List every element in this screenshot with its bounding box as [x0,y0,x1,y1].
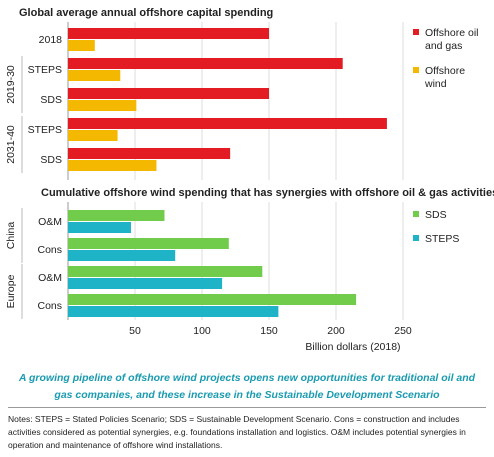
group-label: China [5,222,17,250]
bar-offshore-oil-and-gas [68,28,269,39]
bar-steps [68,222,131,233]
legend-swatch [413,29,419,35]
x-tick-label: 200 [327,325,345,337]
bar-steps [68,278,223,289]
bar-sds [68,294,357,305]
legend-label: Offshore [425,65,465,77]
separator [8,407,486,408]
category-label: STEPS [28,124,62,136]
category-label: Cons [37,300,62,312]
bar-steps [68,250,176,261]
bar-sds [68,210,165,221]
category-label: O&M [38,272,62,284]
x-tick-label: 150 [260,325,278,337]
bar-offshore-wind [68,130,118,141]
bar-offshore-oil-and-gas [68,58,343,69]
figure-caption: A growing pipeline of offshore wind proj… [18,372,476,401]
legend-label: wind [424,78,447,90]
bar-offshore-wind [68,40,95,51]
bar-sds [68,266,263,277]
bar-offshore-oil-and-gas [68,88,269,99]
group-label: Europe [5,274,17,308]
group-label: 2019-30 [5,65,17,104]
chart1-title: Global average annual offshore capital s… [19,7,274,19]
x-axis-label: Billion dollars (2018) [305,341,400,353]
legend-label: Offshore oil [425,27,479,39]
bar-offshore-wind [68,160,157,171]
legend-swatch [413,67,419,73]
bar-steps [68,306,279,317]
category-label: O&M [38,216,62,228]
legend-label: SDS [425,209,447,221]
category-label: Cons [37,244,62,256]
category-label: STEPS [28,64,62,76]
legend-label: and gas [425,40,462,52]
bar-sds [68,238,229,249]
bar-offshore-wind [68,70,121,81]
bar-offshore-oil-and-gas [68,148,231,159]
chart2-plot: O&M Cons O&M Cons China Europe SDS STEPS 50 100 15… [5,202,459,353]
group-label: 2031-40 [5,125,17,164]
chart1-plot: 2018 STEPS SDS STEPS SDS 2019-30 2031-40 Offsho… [5,22,479,180]
legend-swatch [413,235,419,241]
category-label: SDS [40,94,62,106]
bar-offshore-wind [68,100,137,111]
bar-offshore-oil-and-gas [68,118,387,129]
x-tick-label: 100 [193,325,211,337]
category-label: 2018 [39,34,63,46]
category-label: SDS [40,154,62,166]
x-tick-label: 250 [394,325,412,337]
legend-swatch [413,211,419,217]
x-tick-label: 50 [129,325,141,337]
chart2-title: Cumulative offshore wind spending that h… [41,187,494,199]
legend-label: STEPS [425,233,459,245]
notes: Notes: STEPS = Stated Policies Scenario;… [8,414,466,450]
